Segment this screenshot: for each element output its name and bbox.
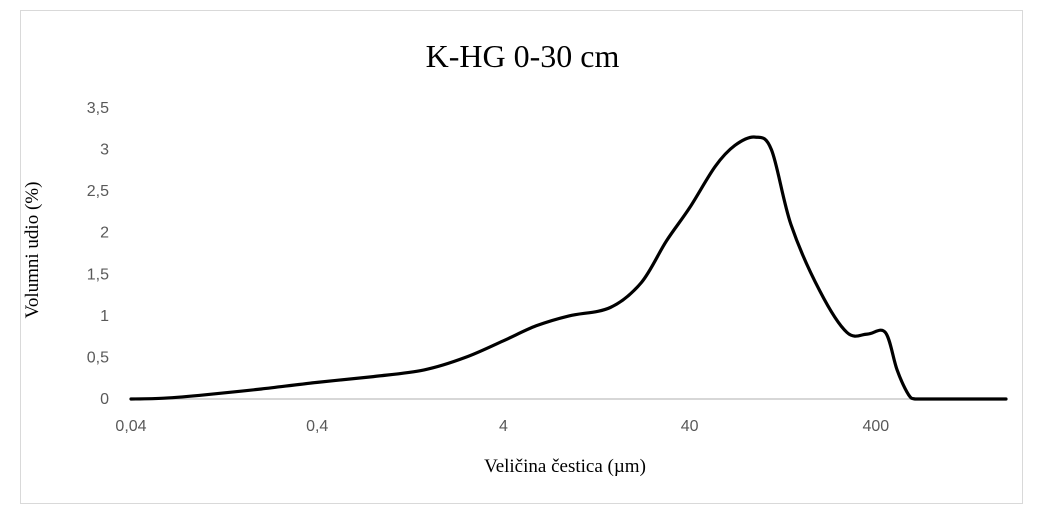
y-tick-label: 1,5 [87,266,109,283]
x-tick-label: 0,04 [115,418,146,435]
y-tick-label: 2,5 [87,183,109,200]
x-tick-label: 4 [499,418,508,435]
y-axis-label: Volumni udio (%) [22,181,43,319]
y-tick-label: 3 [100,142,109,159]
y-tick-label: 2 [100,225,109,242]
x-tick-label: 400 [862,418,889,435]
y-tick-label: 1 [100,308,109,325]
series-line [129,135,1008,401]
x-tick-label: 40 [681,418,699,435]
y-tick-label: 0,5 [87,349,109,366]
chart-title: K-HG 0-30 cm [425,38,620,74]
chart-frame [20,10,1023,504]
x-tick-label: 0,4 [306,418,328,435]
y-tick-label: 3,5 [87,100,109,117]
y-tick-label: 0 [100,391,109,408]
x-axis-label: Veličina čestica (µm) [484,456,646,477]
